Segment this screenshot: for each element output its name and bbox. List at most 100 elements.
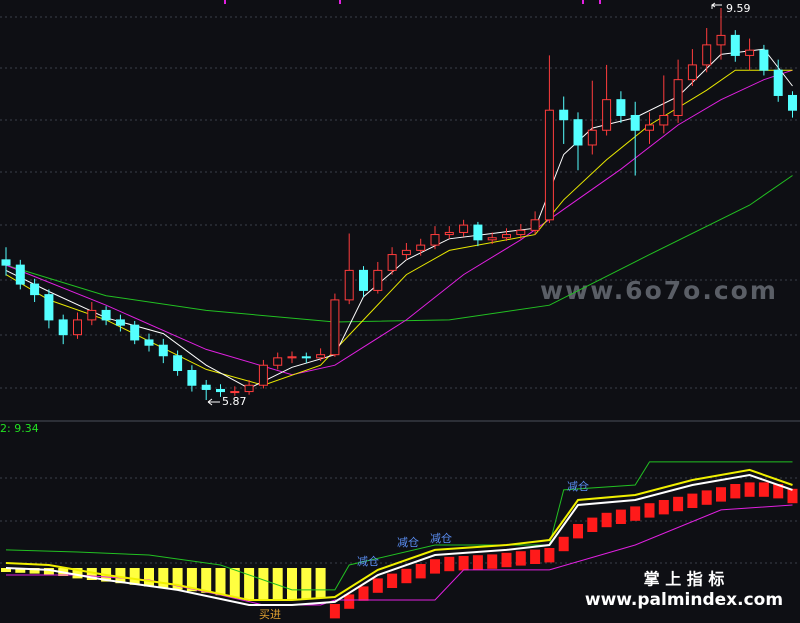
candle-body [373,269,383,291]
candle-body [745,49,755,56]
candle-body [530,219,540,231]
red-bar [658,500,669,515]
indicator-line [5,461,793,591]
watermark: www.6o7o.com [540,276,778,305]
red-bar [515,551,526,566]
candle-body [316,354,326,359]
red-bar [673,496,684,512]
candle-body [73,319,82,336]
red-bar [787,488,798,504]
candle-body [15,264,25,285]
yellow-bar [158,568,169,588]
candle-body [58,319,68,336]
red-bar [415,564,426,579]
candle-body [559,109,569,121]
candle-body [87,309,97,321]
candle-body [359,269,368,291]
candle-body [702,44,712,66]
yellow-bar [43,568,54,575]
candle-body [473,224,483,241]
ma-line [5,175,793,323]
candle-body [273,357,283,366]
candle-body [187,369,197,386]
red-bar [401,568,412,584]
red-bar [487,554,498,569]
candle-body [544,109,554,221]
red-bar [372,578,383,593]
candle-body [730,34,740,56]
red-bar [544,548,555,563]
low-label: 5.87 [222,395,247,408]
candle-body [573,119,583,146]
red-bar [501,552,512,568]
candle-body [158,344,168,357]
marker [339,0,341,4]
candle-body [687,64,697,81]
yellow-bar [186,568,197,592]
candle-body [602,99,612,131]
yellow-bar [29,568,40,574]
candle-body [616,99,626,116]
red-bar [615,509,626,524]
indicator-label: 2: 9.34 [0,422,39,435]
signal: 减仓 [567,479,589,493]
candle-body [216,388,225,393]
red-bar [730,484,741,499]
marker [599,0,601,4]
red-bar [601,512,612,528]
candle-body [144,339,154,346]
yellow-bar [72,568,83,579]
yellow-bar [244,568,255,600]
candle-body [673,79,683,116]
candle-body [173,355,183,371]
yellow-bar [129,568,140,585]
candle-body [459,224,469,233]
red-bar [387,573,398,588]
signal: 减仓 [430,531,452,545]
red-bar [701,490,712,505]
signal: 减仓 [357,554,379,568]
candle-body [502,234,511,239]
candle-body [230,391,240,394]
candle-body [44,294,54,321]
red-bar [358,586,369,601]
red-bar [758,482,769,497]
signal: 减仓 [397,535,419,549]
yellow-bar [301,568,312,600]
red-bar [687,493,698,508]
candle-body [773,69,783,96]
yellow-bar [15,568,26,573]
red-bar [472,555,483,570]
candle-body [587,129,597,146]
candle-body [416,244,426,251]
candle-body [101,309,111,321]
candle-body [516,229,526,236]
yellow-bar [287,568,297,600]
low-arrow [207,398,220,406]
red-bar [430,559,440,574]
red-bar [573,524,583,539]
red-bar [716,487,726,502]
candle-body [645,124,654,131]
candle-body [487,237,497,241]
yellow-bar [115,568,126,584]
yellow-bar [315,568,326,599]
marker [582,0,584,4]
candle-body [244,384,254,393]
candle-body [430,234,440,246]
candle-body [258,364,268,386]
candle-body [201,384,211,390]
candle-body [287,356,297,359]
yellow-bar [258,568,269,600]
indicator-line [5,473,793,606]
red-bar [444,556,455,572]
yellow-bar [229,568,240,598]
indicator-line [5,468,793,601]
high-label: 9.59 [726,2,751,15]
yellow-bar [215,568,226,596]
signal: 买进 [259,608,281,621]
candle-body [759,49,769,71]
yellow-bar [144,568,154,587]
